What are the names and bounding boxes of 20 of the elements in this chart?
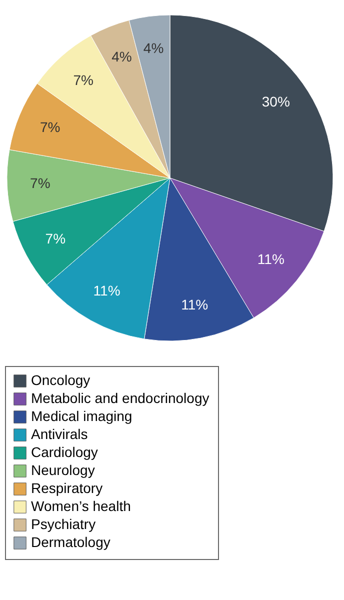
- data-label: 11%: [93, 282, 120, 299]
- legend-label: Neurology: [31, 462, 95, 478]
- legend-label: Psychiatry: [31, 516, 96, 532]
- data-label: 30%: [262, 94, 290, 110]
- data-label: 7%: [30, 175, 50, 192]
- legend-label: Antivirals: [31, 426, 88, 442]
- legend-label: Metabolic and endocrinology: [31, 390, 210, 406]
- data-label: 7%: [40, 118, 60, 135]
- legend-label: Cardiology: [31, 444, 98, 460]
- data-label: 7%: [45, 230, 66, 246]
- legend-label: Oncology: [31, 372, 90, 388]
- data-label: 11%: [257, 250, 284, 267]
- data-label: 4%: [143, 40, 164, 56]
- data-label: 7%: [73, 72, 94, 88]
- legend-label: Medical imaging: [31, 408, 132, 424]
- legend-label: Dermatology: [31, 534, 110, 550]
- legend-label: Women’s health: [31, 498, 131, 514]
- legend-label: Respiratory: [31, 480, 103, 496]
- data-label: 11%: [181, 296, 208, 313]
- data-label: 4%: [112, 48, 132, 64]
